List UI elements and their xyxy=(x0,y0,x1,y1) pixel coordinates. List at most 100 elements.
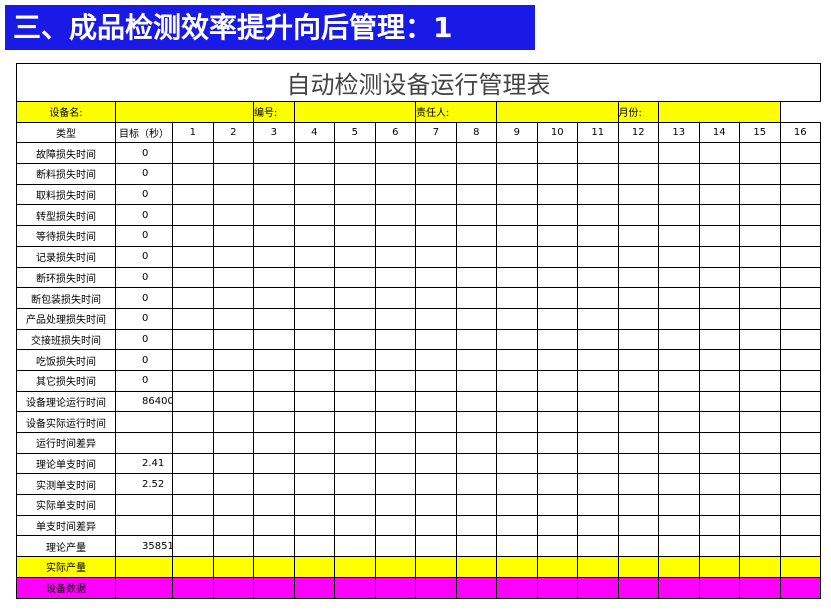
info-label: 月份: xyxy=(617,101,659,123)
empty-cell xyxy=(536,535,578,558)
row-label: 单支时间差异 xyxy=(16,514,116,537)
empty-cell xyxy=(779,266,822,289)
empty-cell xyxy=(739,245,781,268)
empty-cell xyxy=(577,307,619,330)
empty-cell xyxy=(253,452,295,475)
row-label: 其它损失时间 xyxy=(16,369,116,392)
info-blank xyxy=(496,101,619,123)
empty-cell xyxy=(334,494,376,516)
empty-cell xyxy=(334,287,376,309)
data-row: 产品处理损失时间 0 xyxy=(16,307,822,330)
empty-cell xyxy=(374,328,416,351)
empty-cell xyxy=(577,390,619,413)
row-target: 0 xyxy=(115,307,173,330)
empty-cell xyxy=(779,514,822,537)
empty-cell xyxy=(617,183,659,206)
empty-cell xyxy=(212,473,254,496)
empty-cell xyxy=(415,245,457,268)
empty-cell xyxy=(293,142,335,165)
empty-cell xyxy=(536,452,578,475)
empty-cell xyxy=(536,287,578,309)
empty-cell xyxy=(253,266,295,289)
empty-cell xyxy=(253,556,295,578)
empty-cell xyxy=(739,576,781,599)
empty-cell xyxy=(617,411,659,433)
empty-cell xyxy=(455,245,497,268)
empty-cell xyxy=(617,307,659,330)
empty-cell xyxy=(293,163,335,185)
empty-cell xyxy=(212,266,254,289)
empty-cell xyxy=(496,432,538,454)
empty-cell xyxy=(415,514,457,537)
column-header: 2 xyxy=(212,121,254,144)
row-target xyxy=(115,411,173,433)
empty-cell xyxy=(455,576,497,599)
row-label: 实际单支时间 xyxy=(16,494,116,516)
empty-cell xyxy=(779,411,822,433)
empty-cell xyxy=(577,163,619,185)
empty-cell xyxy=(455,494,497,516)
empty-cell xyxy=(415,142,457,165)
empty-cell xyxy=(658,183,700,206)
empty-cell xyxy=(172,452,214,475)
row-label: 等待损失时间 xyxy=(16,225,116,247)
empty-cell xyxy=(779,287,822,309)
empty-cell xyxy=(536,204,578,227)
empty-cell xyxy=(415,349,457,371)
empty-cell xyxy=(334,204,376,227)
empty-cell xyxy=(455,432,497,454)
empty-cell xyxy=(739,390,781,413)
empty-cell xyxy=(779,494,822,516)
empty-cell xyxy=(698,163,740,185)
data-row: 吃饭损失时间 0 xyxy=(16,349,822,371)
empty-cell xyxy=(536,514,578,537)
empty-cell xyxy=(779,245,822,268)
empty-cell xyxy=(658,494,700,516)
row-target: 0 xyxy=(115,266,173,289)
empty-cell xyxy=(739,307,781,330)
empty-cell xyxy=(415,390,457,413)
empty-cell xyxy=(293,225,335,247)
row-label: 设备数据 xyxy=(16,576,116,599)
info-label: 编号: xyxy=(253,101,295,123)
empty-cell xyxy=(577,328,619,351)
empty-cell xyxy=(253,204,295,227)
empty-cell xyxy=(496,369,538,392)
empty-cell xyxy=(212,204,254,227)
empty-cell xyxy=(577,266,619,289)
empty-cell xyxy=(577,204,619,227)
empty-cell xyxy=(577,432,619,454)
empty-cell xyxy=(658,307,700,330)
empty-cell xyxy=(212,287,254,309)
empty-cell xyxy=(334,411,376,433)
row-label: 取料损失时间 xyxy=(16,183,116,206)
empty-cell xyxy=(172,204,214,227)
empty-cell xyxy=(577,535,619,558)
empty-cell xyxy=(617,514,659,537)
empty-cell xyxy=(739,432,781,454)
table-title: 自动检测设备运行管理表 xyxy=(15,63,822,102)
empty-cell xyxy=(658,535,700,558)
empty-cell xyxy=(536,245,578,268)
empty-cell xyxy=(496,307,538,330)
empty-cell xyxy=(658,432,700,454)
empty-cell xyxy=(253,494,295,516)
empty-cell xyxy=(698,287,740,309)
empty-cell xyxy=(617,535,659,558)
column-header: 类型 xyxy=(16,121,116,144)
empty-cell xyxy=(415,163,457,185)
row-target xyxy=(115,576,173,599)
empty-cell xyxy=(455,349,497,371)
empty-cell xyxy=(293,514,335,537)
column-header: 3 xyxy=(253,121,295,144)
empty-cell xyxy=(658,328,700,351)
empty-cell xyxy=(293,576,335,599)
row-label: 产品处理损失时间 xyxy=(16,307,116,330)
data-row: 设备理论运行时间 86400 xyxy=(16,390,822,413)
empty-cell xyxy=(415,556,457,578)
empty-cell xyxy=(698,452,740,475)
empty-cell xyxy=(536,473,578,496)
header-row: 类型 目标（秒） 1 2 3 4 5 6 7 8 9 10 11 12 13 14 15 16 xyxy=(16,121,822,144)
empty-cell xyxy=(212,535,254,558)
empty-cell xyxy=(617,163,659,185)
